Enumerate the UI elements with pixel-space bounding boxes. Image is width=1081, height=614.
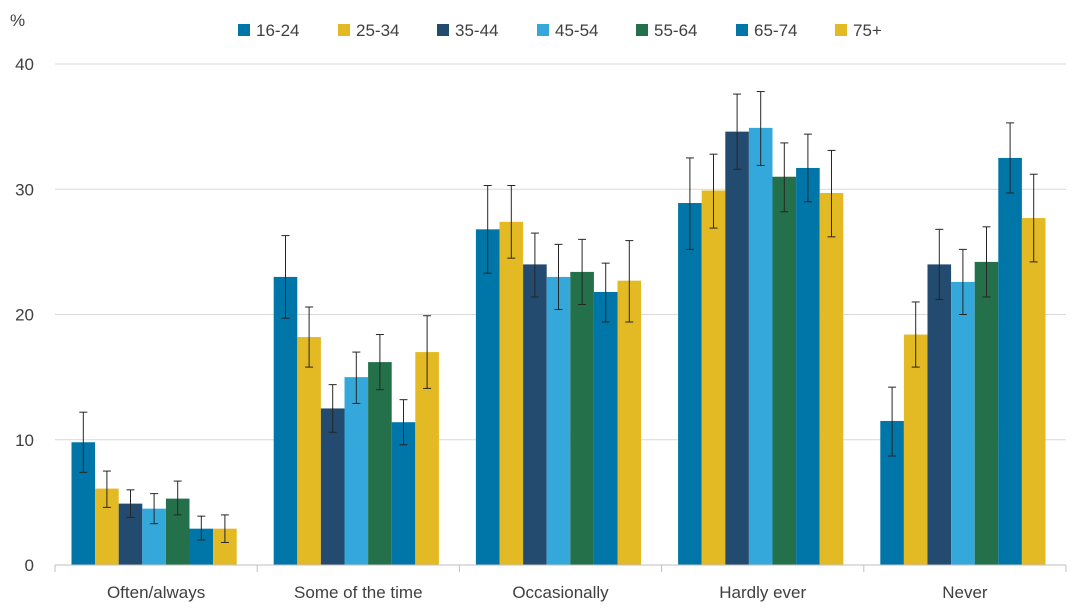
bar xyxy=(678,203,702,565)
x-axis: Often/always Some of the time Occasionally… xyxy=(54,564,1067,602)
y-axis-unit-label: % xyxy=(10,11,25,30)
bar xyxy=(189,528,214,565)
bar xyxy=(772,176,797,565)
legend: 16-24 25-34 35-44 45-54 55-64 65-74 75+ xyxy=(238,21,882,40)
legend-swatch xyxy=(437,24,449,36)
bar xyxy=(725,131,749,565)
bar xyxy=(903,334,928,565)
bar xyxy=(819,193,844,565)
legend-label: 45-54 xyxy=(555,21,598,40)
bar xyxy=(927,264,952,565)
legend-swatch xyxy=(238,24,250,36)
bar xyxy=(95,488,119,565)
x-category-label: Never xyxy=(942,583,988,602)
bar xyxy=(998,157,1022,565)
bar xyxy=(415,352,439,565)
bar xyxy=(570,271,594,565)
bar xyxy=(344,377,369,565)
x-category-label: Hardly ever xyxy=(719,583,806,602)
legend-swatch xyxy=(537,24,549,36)
y-tick-label: 10 xyxy=(15,431,34,450)
y-tick-label: 30 xyxy=(15,180,34,199)
bar xyxy=(213,528,237,565)
legend-label: 25-34 xyxy=(356,21,399,40)
y-tick-label: 40 xyxy=(15,55,34,74)
bar xyxy=(546,276,571,565)
bar xyxy=(391,422,416,565)
x-category-label: Often/always xyxy=(107,583,205,602)
bars xyxy=(71,127,1046,565)
legend-label: 55-64 xyxy=(654,21,697,40)
bar xyxy=(974,261,999,565)
bar xyxy=(523,264,547,565)
legend-label: 35-44 xyxy=(455,21,498,40)
bar xyxy=(320,408,345,565)
bar xyxy=(297,337,321,565)
bar xyxy=(617,280,642,565)
x-category-label: Occasionally xyxy=(512,583,609,602)
bar xyxy=(118,503,143,565)
y-tick-label: 0 xyxy=(25,556,34,575)
bar xyxy=(880,420,904,565)
bar xyxy=(1021,218,1046,565)
legend-swatch xyxy=(636,24,648,36)
x-category-label: Some of the time xyxy=(294,583,423,602)
y-tick-label: 20 xyxy=(15,306,34,325)
legend-swatch xyxy=(338,24,350,36)
legend-swatch xyxy=(835,24,847,36)
bar xyxy=(165,498,190,565)
legend-label: 75+ xyxy=(853,21,882,40)
legend-label: 65-74 xyxy=(754,21,797,40)
legend-label: 16-24 xyxy=(256,21,299,40)
bar xyxy=(593,291,618,565)
legend-swatch xyxy=(736,24,748,36)
bar xyxy=(796,167,820,565)
bar xyxy=(368,362,392,565)
y-axis: 0 10 20 30 40 xyxy=(15,55,34,575)
bar xyxy=(142,508,166,565)
bar xyxy=(71,442,96,565)
bar xyxy=(951,281,975,565)
bar xyxy=(701,190,726,565)
error-bars xyxy=(79,91,1038,543)
bar xyxy=(748,127,773,565)
bar xyxy=(499,221,524,565)
bar xyxy=(273,276,298,565)
bar xyxy=(475,229,500,565)
